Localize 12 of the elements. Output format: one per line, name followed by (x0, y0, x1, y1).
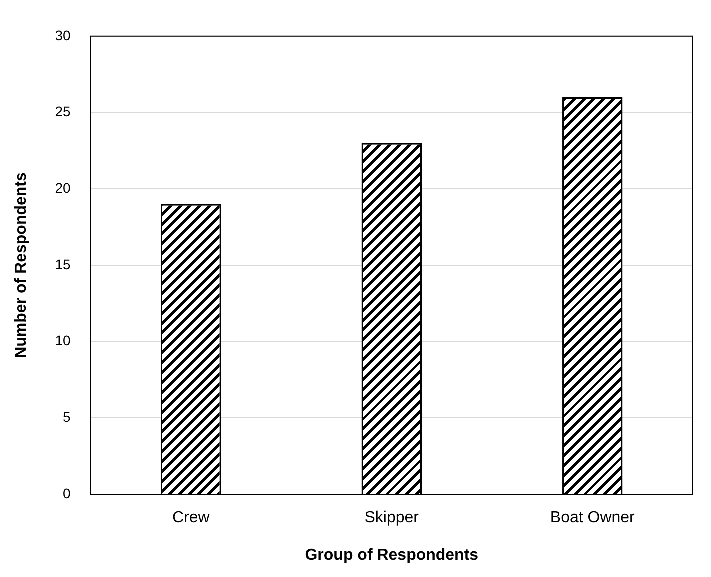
x-tick-label: Crew (172, 510, 210, 527)
y-tick-label: 10 (55, 332, 71, 349)
x-tick-label: Boat Owner (550, 510, 636, 527)
y-axis-title: Number of Respondents (13, 172, 30, 358)
y-tick-label: 15 (55, 256, 71, 272)
y-tick-label: 0 (62, 485, 71, 502)
y-tick-label: 25 (55, 104, 71, 120)
y-tick-label: 20 (55, 180, 71, 196)
x-tick-label: Skipper (364, 510, 420, 527)
y-tick-label: 5 (62, 409, 71, 426)
y-tick-label: 30 (55, 27, 71, 44)
x-axis-title: Group of Respondents (305, 546, 479, 564)
